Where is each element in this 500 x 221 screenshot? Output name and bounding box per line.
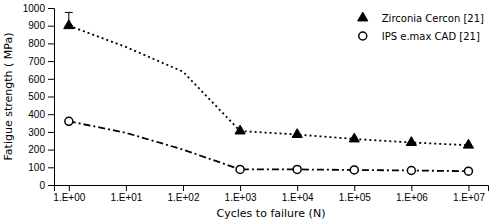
series-line	[69, 121, 469, 171]
plot: 1.E+00 1.E+01 1.E+02 1.E+03 1.E+04 1.E+05 1.E+…	[23, 3, 489, 203]
x-tick: 1.E+04	[282, 185, 314, 203]
x-tick: 1.E+02	[168, 185, 200, 203]
x-tick: 1.E+01	[110, 185, 142, 203]
y-axis-title: Fatigue strength ( MPa)	[2, 33, 15, 161]
x-tick-label: 1.E+02	[168, 192, 200, 203]
x-tick-mark	[126, 185, 127, 191]
y-tick: 800	[28, 38, 54, 49]
y-tick-label: 100	[28, 162, 45, 173]
legend-symbol	[359, 32, 367, 40]
y-tick: 600	[28, 74, 54, 85]
y-axis-line	[48, 9, 55, 186]
y-tick-mark	[48, 26, 54, 27]
series-marker	[464, 167, 472, 175]
y-tick-label: 200	[28, 144, 45, 155]
x-tick: 1.E+05	[339, 185, 371, 203]
y-tick-label: 1000	[23, 3, 46, 14]
y-tick: 1000	[23, 3, 54, 14]
x-tick-mark	[183, 185, 184, 191]
y-tick: 700	[28, 56, 54, 67]
error-bar-cap	[65, 12, 73, 13]
y-tick-mark	[48, 167, 54, 168]
y-tick-mark	[48, 97, 54, 98]
y-tick: 300	[28, 127, 54, 138]
series-marker	[463, 139, 473, 148]
y-tick: 900	[28, 20, 54, 31]
x-tick-mark	[468, 185, 469, 191]
y-tick: 200	[28, 144, 54, 155]
x-tick-mark	[69, 185, 70, 191]
x-tick-mark	[240, 185, 241, 191]
series-line	[69, 26, 469, 145]
x-tick-mark	[411, 185, 412, 191]
legend-label: Zirconia Cercon [21]	[382, 13, 484, 24]
series-marker	[349, 133, 359, 142]
legend-item: Zirconia Cercon [21]	[358, 12, 484, 23]
x-axis-title: Cycles to failure (N)	[217, 207, 326, 220]
x-tick-mark	[354, 185, 355, 191]
series-marker	[350, 166, 358, 174]
y-tick: 400	[28, 109, 54, 120]
y-tick-label: 0	[39, 180, 45, 191]
y-tick-mark	[48, 79, 54, 80]
y-axis: 0 100 200 300 400 500 600 700 800 900 1000	[23, 3, 55, 191]
series-marker	[406, 137, 416, 146]
x-tick: 1.E+06	[396, 185, 428, 203]
y-tick-mark	[48, 150, 54, 151]
series-marker	[293, 165, 301, 173]
y-tick-mark	[48, 61, 54, 62]
legend-item: IPS e.max CAD [21]	[359, 31, 480, 42]
y-tick-label: 700	[28, 56, 45, 67]
y-tick-mark	[48, 185, 54, 186]
y-tick-label: 600	[28, 74, 45, 85]
series-marker	[292, 129, 302, 138]
x-tick: 1.E+07	[453, 185, 485, 203]
x-tick-label: 1.E+01	[110, 192, 142, 203]
y-tick-label: 400	[28, 109, 45, 120]
y-tick-label: 500	[28, 91, 45, 102]
legend: Zirconia Cercon [21] IPS e.max CAD [21]	[358, 12, 484, 41]
chart: 1.E+00 1.E+01 1.E+02 1.E+03 1.E+04 1.E+05 1.E+…	[0, 0, 500, 221]
y-tick-label: 800	[28, 38, 45, 49]
y-tick-label: 300	[28, 127, 45, 138]
x-axis: 1.E+00 1.E+01 1.E+02 1.E+03 1.E+04 1.E+05 1.E+…	[53, 185, 488, 203]
y-tick-mark	[48, 8, 54, 9]
x-axis-line	[55, 186, 489, 192]
x-tick-label: 1.E+05	[339, 192, 371, 203]
y-tick-mark	[48, 132, 54, 133]
x-tick-label: 1.E+03	[225, 192, 257, 203]
y-tick-mark	[48, 114, 54, 115]
x-tick-label: 1.E+00	[53, 192, 85, 203]
series-marker	[236, 165, 244, 173]
x-tick: 1.E+00	[53, 185, 85, 203]
legend-label: IPS e.max CAD [21]	[382, 31, 480, 42]
series-marker	[235, 125, 245, 134]
x-tick: 1.E+03	[225, 185, 257, 203]
series-marker	[64, 20, 74, 29]
y-tick-mark	[48, 43, 54, 44]
series-marker	[65, 117, 73, 125]
y-tick: 100	[28, 162, 54, 173]
y-tick-label: 900	[28, 20, 45, 31]
series-marker	[407, 166, 415, 174]
x-tick-mark	[297, 185, 298, 191]
x-tick-label: 1.E+04	[282, 192, 314, 203]
y-tick: 0	[39, 180, 54, 191]
x-tick-label: 1.E+07	[453, 192, 485, 203]
legend-symbol	[358, 12, 368, 21]
y-tick: 500	[28, 91, 54, 102]
x-tick-label: 1.E+06	[396, 192, 428, 203]
